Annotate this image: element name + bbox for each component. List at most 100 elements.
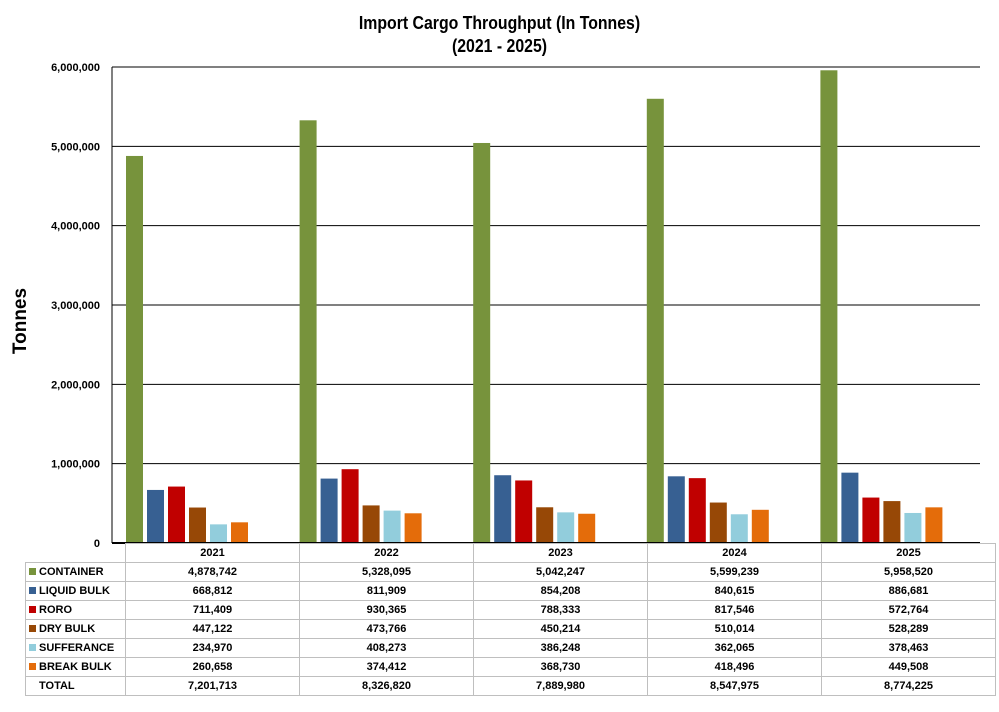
bar-dry-bulk-2024 (709, 502, 727, 543)
data-label: 668,812 (125, 581, 300, 601)
data-label: 374,412 (299, 657, 474, 677)
legend-swatch (29, 587, 36, 594)
total-value: 8,547,975 (647, 676, 822, 696)
legend-swatch (29, 568, 36, 575)
total-value: 7,201,713 (125, 676, 300, 696)
bar-roro-2023 (515, 480, 533, 543)
legend-swatch (29, 606, 36, 613)
total-label: TOTAL (25, 676, 126, 696)
bar-break-bulk-2023 (578, 513, 596, 543)
data-label: 234,970 (125, 638, 300, 658)
bar-roro-2024 (688, 478, 706, 543)
table-row: DRY BULK 447,122 473,766 450,214 510,014 528,… (25, 619, 996, 639)
bar-break-bulk-2021 (231, 522, 248, 543)
legend-swatch (29, 663, 36, 670)
category-label: 2024 (647, 543, 822, 563)
table-row: LIQUID BULK 668,812 811,909 854,208 840,615 8… (25, 581, 996, 601)
bar-sufferance-2022 (383, 510, 401, 543)
bar-sufferance-2025 (904, 512, 922, 543)
legend-key-cell: LIQUID BULK (25, 581, 126, 601)
series-name: LIQUID BULK (39, 585, 110, 597)
data-label: 418,496 (647, 657, 822, 677)
y-tick-label: 1,000,000 (51, 459, 100, 471)
y-tick-label: 3,000,000 (51, 300, 100, 312)
data-label: 5,328,095 (299, 562, 474, 582)
legend-key-cell: CONTAINER (25, 562, 126, 582)
data-label: 811,909 (299, 581, 474, 601)
bar-dry-bulk-2021 (189, 507, 206, 543)
legend-key-cell: BREAK BULK (25, 657, 126, 677)
category-label: 2025 (821, 543, 996, 563)
y-tick-label: 6,000,000 (51, 62, 100, 74)
data-label: 788,333 (473, 600, 648, 620)
legend-key-cell: DRY BULK (25, 619, 126, 639)
series-name: CONTAINER (39, 566, 104, 578)
data-label: 408,273 (299, 638, 474, 658)
legend-swatch (29, 625, 36, 632)
table-row: SUFFERANCE 234,970 408,273 386,248 362,065 37… (25, 638, 996, 658)
data-label: 840,615 (647, 581, 822, 601)
bar-container-2025 (820, 70, 838, 544)
legend-key-cell: SUFFERANCE (25, 638, 126, 658)
bar-container-2022 (299, 120, 317, 543)
series-name: RORO (39, 604, 72, 616)
total-value: 7,889,980 (473, 676, 648, 696)
table-row: CONTAINER 4,878,742 5,328,095 5,042,247 5,59… (25, 562, 996, 582)
data-label: 528,289 (821, 619, 996, 639)
bar-sufferance-2021 (210, 524, 227, 543)
bar-break-bulk-2022 (404, 513, 422, 543)
total-value: 8,326,820 (299, 676, 474, 696)
legend-key-cell: RORO (25, 600, 126, 620)
data-label: 368,730 (473, 657, 648, 677)
bar-liquid-bulk-2023 (494, 475, 512, 543)
bar-liquid-bulk-2021 (147, 489, 164, 543)
title-line: Import Cargo Throughput (In Tonnes) (358, 13, 641, 33)
bar-roro-2021 (168, 486, 185, 543)
data-label: 449,508 (821, 657, 996, 677)
data-label: 378,463 (821, 638, 996, 658)
bar-break-bulk-2024 (751, 509, 769, 543)
bar-liquid-bulk-2022 (320, 478, 338, 543)
y-tick-label: 2,000,000 (51, 379, 100, 391)
data-label: 5,042,247 (473, 562, 648, 582)
category-label: 2023 (473, 543, 648, 563)
data-table: 2021 2022 2023 2024 2025 CONTAINER 4,878,742 5,… (25, 543, 996, 696)
category-label: 2022 (299, 543, 474, 563)
bar-liquid-bulk-2024 (667, 476, 685, 543)
chart-title: Import Cargo Throughput (In Tonnes) (202… (60, 12, 939, 58)
data-label: 854,208 (473, 581, 648, 601)
data-label: 5,958,520 (821, 562, 996, 582)
bar-container-2023 (473, 142, 491, 543)
subtitle-line: (2021 - 2025) (451, 36, 548, 56)
bar-sufferance-2023 (557, 512, 575, 543)
table-row: BREAK BULK 260,658 374,412 368,730 418,496 44… (25, 657, 996, 677)
bar-dry-bulk-2022 (362, 505, 380, 543)
series-name: BREAK BULK (39, 661, 112, 673)
bar-container-2024 (646, 98, 664, 544)
data-label: 817,546 (647, 600, 822, 620)
bar-roro-2022 (341, 469, 359, 543)
corner-cell (25, 543, 126, 563)
data-label: 711,409 (125, 600, 300, 620)
data-label: 450,214 (473, 619, 648, 639)
total-value: 8,774,225 (821, 676, 996, 696)
data-label: 5,599,239 (647, 562, 822, 582)
bar-dry-bulk-2023 (536, 507, 554, 543)
series-name: SUFFERANCE (39, 642, 115, 654)
header-row: 2021 2022 2023 2024 2025 (25, 543, 996, 563)
data-label: 473,766 (299, 619, 474, 639)
bar-liquid-bulk-2025 (841, 472, 859, 543)
legend-swatch (29, 644, 36, 651)
y-tick-label: 4,000,000 (51, 221, 100, 233)
data-label: 886,681 (821, 581, 996, 601)
bar-container-2021 (126, 155, 143, 544)
bar-break-bulk-2025 (925, 507, 943, 543)
bar-roro-2025 (862, 497, 880, 543)
table-row: RORO 711,409 930,365 788,333 817,546 572,764 (25, 600, 996, 620)
data-label: 4,878,742 (125, 562, 300, 582)
data-label: 572,764 (821, 600, 996, 620)
category-label: 2021 (125, 543, 300, 563)
data-label: 260,658 (125, 657, 300, 677)
bar-sufferance-2024 (730, 514, 748, 543)
